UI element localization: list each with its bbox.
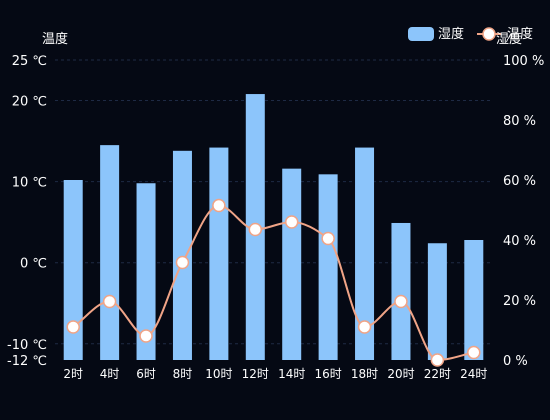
bar <box>172 150 192 360</box>
x-axis-ticks: 2时 4时 6时 8时 10时 12时 14时 16时 18时 20时 22时 24时 <box>63 367 487 381</box>
x-tick-label: 16时 <box>314 367 341 381</box>
y-right-tick-label: 20 % <box>503 294 536 309</box>
y-left-tick-label: 25 ℃ <box>12 54 47 69</box>
line-series <box>66 198 481 367</box>
legend-label-bar: 湿度 <box>438 26 464 42</box>
y-left-tick-label: -12 ℃ <box>7 354 47 369</box>
y-right-tick-label: 80 % <box>503 114 536 129</box>
line-point <box>175 255 190 270</box>
x-tick-label: 4时 <box>100 367 120 381</box>
bar <box>136 183 156 360</box>
line-point <box>394 294 408 309</box>
line-point <box>357 320 372 334</box>
bar <box>209 147 229 360</box>
legend-swatch-bar <box>408 27 434 41</box>
y-right-tick-label: 100 % <box>503 54 544 69</box>
legend-label-line: 温度 <box>507 26 533 42</box>
line-point <box>212 198 226 213</box>
bar-series <box>63 94 484 361</box>
line-point <box>66 320 80 334</box>
y-right-tick-label: 0 % <box>503 354 528 369</box>
y-left-tick-label: 20 ℃ <box>12 95 47 110</box>
grid-lines <box>55 59 492 345</box>
x-tick-label: 2时 <box>63 367 83 381</box>
x-tick-label: 6时 <box>136 367 156 381</box>
line-point <box>139 329 153 343</box>
y-axis-left-title: 温度 <box>42 31 68 47</box>
x-tick-label: 14时 <box>278 367 305 381</box>
y-right-tick-label: 60 % <box>503 174 536 189</box>
bar <box>464 240 484 360</box>
legend-swatch-marker <box>482 27 496 41</box>
line-point <box>102 294 117 309</box>
y-axis-right-ticks: 100 % 80 % 60 % 40 % 20 % 0 % <box>503 54 544 369</box>
y-left-tick-label: -10 ℃ <box>7 338 47 353</box>
bar <box>100 145 120 360</box>
y-axis-right-title: 湿度 <box>496 31 522 47</box>
x-tick-label: 18时 <box>351 367 378 381</box>
bar <box>63 180 83 360</box>
x-tick-label: 12时 <box>242 367 269 381</box>
x-tick-label: 10时 <box>205 367 232 381</box>
line-point <box>284 215 299 229</box>
x-tick-label: 20时 <box>387 367 414 381</box>
line-point <box>321 231 335 246</box>
bar <box>391 222 411 360</box>
legend: 湿度 温度 <box>408 26 533 42</box>
bar <box>427 243 447 360</box>
line-point <box>248 222 263 237</box>
bar <box>282 168 302 360</box>
bar <box>318 174 338 360</box>
line-point <box>430 353 445 367</box>
line-point <box>467 345 481 360</box>
y-right-tick-label: 40 % <box>503 234 536 249</box>
x-tick-label: 24时 <box>460 367 487 381</box>
y-axis-left-ticks: 25 ℃ 20 ℃ 10 ℃ 0 ℃ -10 ℃-12 ℃ <box>7 54 47 369</box>
y-left-tick-label: 10 ℃ <box>12 176 47 191</box>
x-tick-label: 8时 <box>173 367 193 381</box>
y-left-tick-label: 0 ℃ <box>20 257 47 272</box>
line-path <box>72 204 474 362</box>
bar <box>355 147 375 360</box>
x-tick-label: 22时 <box>424 367 451 381</box>
